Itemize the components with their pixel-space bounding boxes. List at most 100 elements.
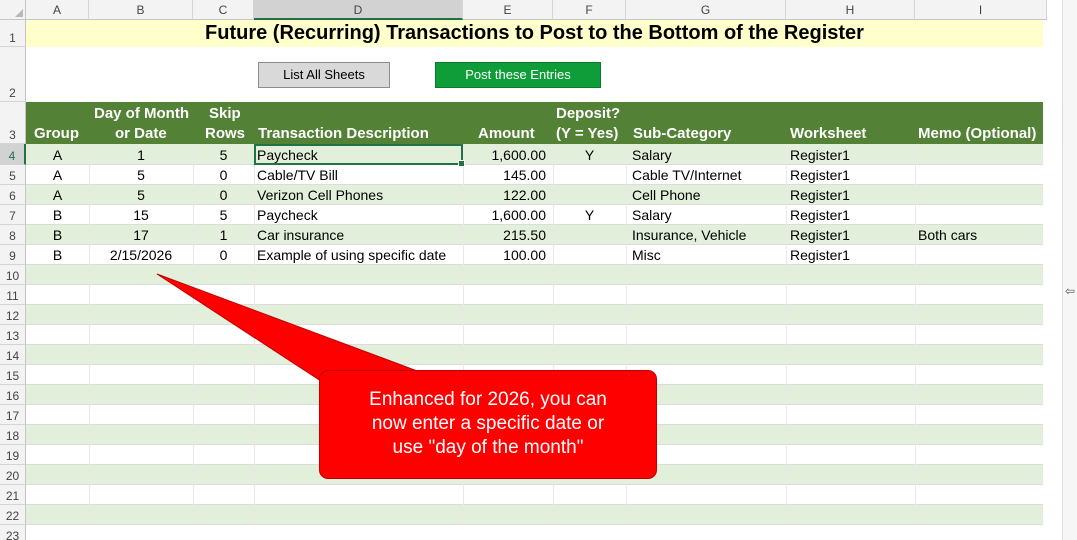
cell-amount[interactable]: 145.00 [503,167,546,183]
row-header-6[interactable]: 6 [0,185,26,205]
cell-worksheet[interactable]: Register1 [790,227,850,243]
row-header-13[interactable]: 13 [0,325,26,345]
active-cell-selection[interactable] [254,144,465,167]
cell-group[interactable]: B [52,207,63,223]
cell-deposit[interactable]: Y [584,207,595,223]
cell-description[interactable]: Paycheck [257,207,318,223]
header-skip-line1: Skip [209,105,241,122]
cell-amount[interactable]: 1,600.00 [491,207,547,223]
row-header-8[interactable]: 8 [0,225,26,245]
row-header-17[interactable]: 17 [0,405,26,425]
row-header-12[interactable]: 12 [0,305,26,325]
cell-description[interactable]: Example of using specific date [257,247,447,263]
header-subcategory: Sub-Category [633,125,732,142]
column-header-h[interactable]: H [786,0,915,20]
gridline [786,144,787,524]
gridline [553,144,554,524]
row-header-14[interactable]: 14 [0,345,26,365]
cell-worksheet[interactable]: Register1 [790,207,850,223]
row-header-7[interactable]: 7 [0,205,26,225]
cell-skip[interactable]: 0 [219,187,228,203]
cell-description[interactable]: Verizon Cell Phones [257,187,384,203]
column-header-i[interactable]: I [915,0,1047,20]
row-header-22[interactable]: 22 [0,505,26,525]
cell-day[interactable]: 2/15/2026 [109,247,173,263]
cell-day[interactable]: 15 [133,207,149,223]
column-header-e[interactable]: E [463,0,553,20]
cell-group[interactable]: A [52,167,63,183]
row-header-20[interactable]: 20 [0,465,26,485]
row-header-5[interactable]: 5 [0,165,26,185]
cell-group[interactable]: B [52,247,63,263]
cell-amount[interactable]: 122.00 [503,187,546,203]
cell-worksheet[interactable]: Register1 [790,167,850,183]
header-amount: Amount [478,125,535,142]
row-header-19[interactable]: 19 [0,445,26,465]
row-header-4[interactable]: 4 [0,144,26,165]
title-band [26,20,1043,47]
column-header-g[interactable]: G [626,0,786,20]
cell-memo[interactable]: Both cars [918,227,978,243]
row-header-10[interactable]: 10 [0,265,26,285]
post-entries-button[interactable]: Post these Entries [435,62,601,88]
row-header-3[interactable]: 3 [0,102,26,144]
cell-description[interactable]: Car insurance [257,227,345,243]
cell-day[interactable]: 5 [137,167,145,183]
row-header-1[interactable]: 1 [0,20,26,47]
cell-description[interactable]: Cable/TV Bill [257,167,338,183]
select-all-corner[interactable] [0,0,26,20]
list-all-sheets-button[interactable]: List All Sheets [258,62,390,88]
cell-worksheet[interactable]: Register1 [790,147,850,163]
header-description: Transaction Description [258,125,429,142]
cell-group[interactable]: B [52,227,63,243]
vertical-scrollbar[interactable] [1062,0,1077,540]
header-day-of-month-line2: or Date [115,125,167,142]
callout-text-line2: now enter a specific date or [371,413,605,434]
cell-amount[interactable]: 100.00 [503,247,546,263]
row-header-15[interactable]: 15 [0,365,26,385]
cell-amount[interactable]: 1,600.00 [491,147,547,163]
cell-skip[interactable]: 0 [219,247,228,263]
cell-day[interactable]: 5 [137,187,145,203]
cell-worksheet[interactable]: Register1 [790,187,850,203]
row-header-23[interactable]: 23 [0,525,26,540]
annotation-callout: Enhanced for 2026, you can now enter a s… [320,371,656,478]
cell-group[interactable]: A [52,187,63,203]
cell-skip[interactable]: 5 [219,147,228,163]
cell-amount[interactable]: 215.50 [503,227,546,243]
row-header-2[interactable]: 2 [0,47,26,102]
column-header-d[interactable]: D [254,0,463,20]
gridline [193,144,194,524]
cell-skip[interactable]: 5 [219,207,228,223]
cell-day[interactable]: 1 [137,147,145,163]
cell-subcategory[interactable]: Misc [632,247,661,263]
row-header-16[interactable]: 16 [0,385,26,405]
table-row [26,205,1043,225]
cell-subcategory[interactable]: Insurance, Vehicle [632,227,747,243]
cell-description[interactable]: Paycheck [257,147,318,163]
callout-text-line3: use "day of the month" [392,437,584,458]
cell-subcategory[interactable]: Cable TV/Internet [632,167,742,183]
cell-group[interactable]: A [52,147,63,163]
table-row [26,144,1043,165]
cell-worksheet[interactable]: Register1 [790,247,850,263]
row-header-21[interactable]: 21 [0,485,26,505]
column-header-b[interactable]: B [89,0,193,20]
gridline [626,144,627,524]
row-header-18[interactable]: 18 [0,425,26,445]
cell-skip[interactable]: 0 [219,167,228,183]
row-header-11[interactable]: 11 [0,285,26,305]
cell-skip[interactable]: 1 [219,227,228,243]
column-header-c[interactable]: C [193,0,254,20]
column-header-a[interactable]: A [26,0,89,20]
column-header-f[interactable]: F [553,0,626,20]
cell-subcategory[interactable]: Salary [632,147,672,163]
callout-text-line1: Enhanced for 2026, you can [369,389,607,410]
cell-day[interactable]: 17 [133,227,149,243]
cell-subcategory[interactable]: Salary [632,207,672,223]
cell-deposit[interactable]: Y [584,147,595,163]
resize-arrow-icon: ⇦ [1064,284,1076,298]
cell-subcategory[interactable]: Cell Phone [632,187,701,203]
row-header-9[interactable]: 9 [0,245,26,265]
